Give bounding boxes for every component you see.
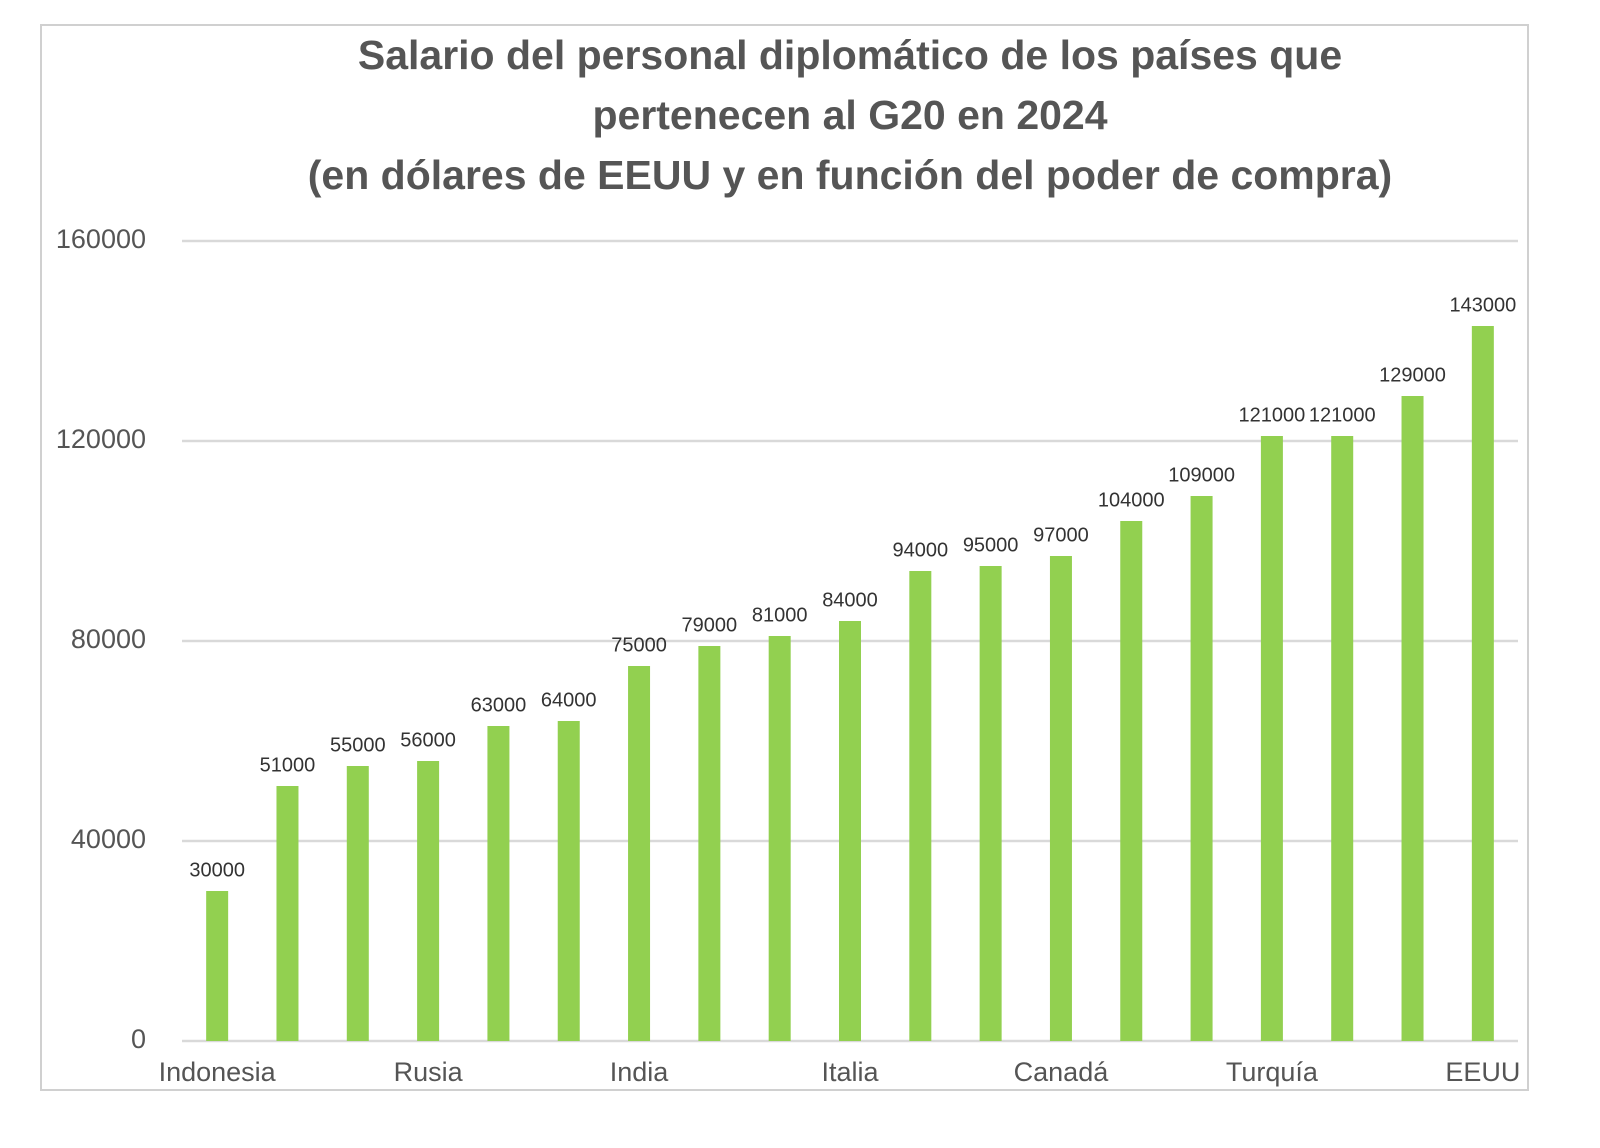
y-tick-label: 160000 (56, 224, 146, 254)
value-label: 129000 (1379, 364, 1446, 386)
value-label: 63000 (471, 694, 527, 716)
value-label: 55000 (330, 734, 386, 756)
bar (909, 571, 932, 1041)
chart-title: pertenecen al G20 en 2024 (592, 92, 1107, 138)
value-label: 84000 (822, 589, 878, 611)
bar (487, 726, 510, 1041)
value-label: 79000 (682, 614, 738, 636)
y-tick-label: 0 (131, 1024, 146, 1054)
value-label: 51000 (260, 754, 316, 776)
value-label: 95000 (963, 534, 1019, 556)
bar (698, 646, 721, 1041)
y-tick-label: 80000 (71, 624, 146, 654)
value-label: 143000 (1449, 294, 1516, 316)
bar (346, 766, 369, 1041)
value-label: 121000 (1309, 404, 1376, 426)
bar (206, 891, 229, 1041)
bar (1331, 436, 1354, 1041)
value-label: 94000 (893, 539, 949, 561)
value-label: 64000 (541, 689, 597, 711)
x-tick-label: Italia (821, 1057, 879, 1087)
bar (276, 786, 299, 1041)
x-tick-label: Turquía (1226, 1057, 1319, 1087)
bar (1260, 436, 1283, 1041)
value-label: 56000 (400, 729, 456, 751)
bar (1401, 396, 1424, 1041)
x-tick-label: Indonesia (159, 1057, 277, 1087)
bar (417, 761, 440, 1041)
y-tick-label: 120000 (56, 424, 146, 454)
value-label: 104000 (1098, 489, 1165, 511)
chart-title: Salario del personal diplomático de los … (358, 32, 1342, 78)
value-label: 30000 (189, 859, 245, 881)
x-tick-label: India (610, 1057, 670, 1087)
bar (557, 721, 580, 1041)
chart-title: (en dólares de EEUU y en función del pod… (308, 152, 1392, 198)
value-label: 121000 (1239, 404, 1306, 426)
bar (1471, 326, 1494, 1041)
bar (1120, 521, 1143, 1041)
y-tick-label: 40000 (71, 824, 146, 854)
bar (1190, 496, 1213, 1041)
value-label: 81000 (752, 604, 808, 626)
bar (839, 621, 861, 1041)
x-tick-label: EEUU (1445, 1057, 1520, 1087)
x-tick-label: Canadá (1014, 1057, 1110, 1087)
value-label: 97000 (1033, 524, 1089, 546)
bar (1049, 556, 1072, 1041)
bar (979, 566, 1002, 1041)
bar (768, 636, 791, 1041)
bar (628, 666, 651, 1041)
value-label: 75000 (611, 634, 667, 656)
x-tick-label: Rusia (394, 1057, 464, 1087)
value-label: 109000 (1168, 464, 1235, 486)
